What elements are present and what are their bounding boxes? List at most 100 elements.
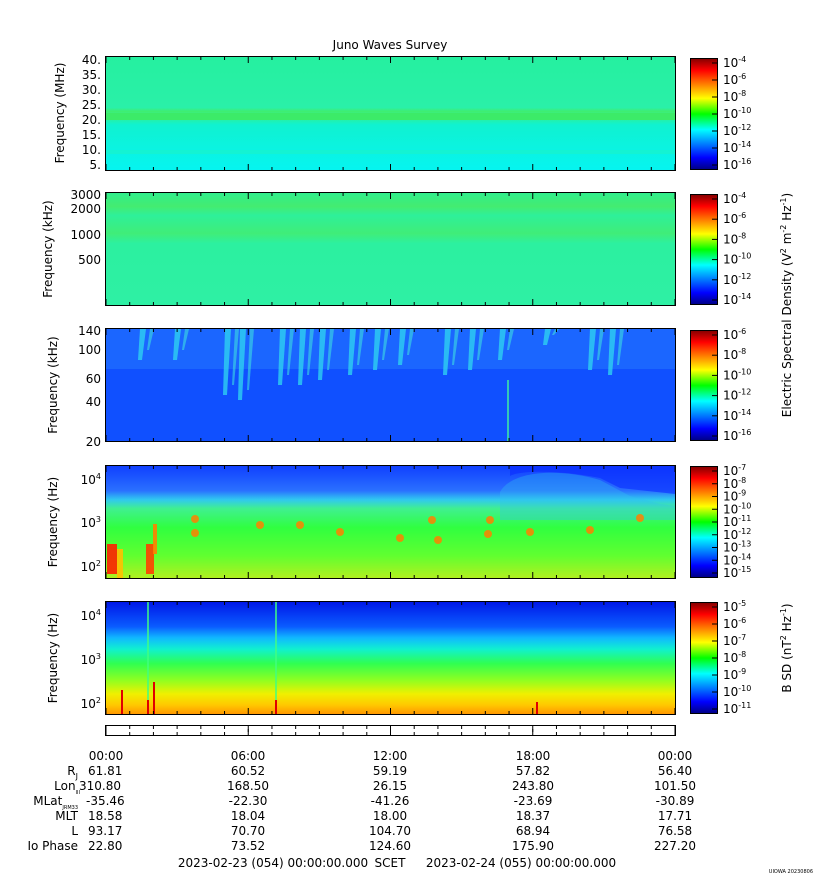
burst-mark xyxy=(147,329,154,350)
panel-4-spectrogram xyxy=(106,466,675,578)
burst-mark xyxy=(608,329,616,375)
colorbar-label: 10-10 xyxy=(723,501,751,516)
panel-5-tick-1: 103 xyxy=(81,652,101,667)
panel-3-ylabel: Frequency (kHz) xyxy=(46,336,60,433)
ephemeris-value: 68.94 xyxy=(516,824,550,838)
burst-mark xyxy=(238,329,246,400)
burst-mark xyxy=(382,329,389,360)
panel-1-tick-0: 40. xyxy=(82,53,101,67)
burst-mark xyxy=(498,329,506,360)
time-label-4: 00:00 xyxy=(658,749,693,763)
panel-2: 3000 2000 1000 500 Frequency (kHz) xyxy=(41,188,676,306)
ephemeris-value: 60.52 xyxy=(231,764,265,778)
panel-4-frame xyxy=(105,465,676,579)
burst-mark xyxy=(407,329,414,355)
colorbar-label: 10-14 xyxy=(723,552,751,567)
ephemeris-value: 22.80 xyxy=(88,839,122,853)
colorbar-label: 10-11 xyxy=(723,701,751,716)
panel-4-ticks: 104 103 102 xyxy=(81,472,101,574)
colorbar-label: 10-7 xyxy=(723,463,746,478)
row-label-io: Io Phase xyxy=(27,839,78,853)
burst-mark xyxy=(287,329,294,375)
ephemeris-value: 76.58 xyxy=(658,824,692,838)
colorbar-label: 10-6 xyxy=(723,211,746,226)
burst-mark xyxy=(348,329,356,375)
colorbar-label: 10-10 xyxy=(723,106,751,121)
spot-mark xyxy=(153,524,157,554)
spot-mark xyxy=(191,515,199,523)
row-label-mlat: MLatJRM33 xyxy=(33,794,78,811)
panel-3-tick-0: 140 xyxy=(78,324,101,338)
panel-1-band-20mhz xyxy=(106,113,675,120)
burst-mark xyxy=(373,329,381,370)
colorbar-label: 10-16 xyxy=(723,428,751,443)
burst-mark xyxy=(298,329,306,385)
panel-1-tick-7: 5. xyxy=(90,158,101,172)
ephemeris-value: 175.90 xyxy=(512,839,554,853)
spot-mark xyxy=(428,516,436,524)
row-label-mlt: MLT xyxy=(55,809,78,823)
ephemeris-value: 104.70 xyxy=(369,824,411,838)
colorbar-label: 10-14 xyxy=(723,140,751,155)
ephemeris-value: 310.80 xyxy=(79,779,121,793)
spot-mark xyxy=(117,549,123,579)
ephemeris-value: -30.89 xyxy=(656,794,695,808)
ephemeris-value: -22.30 xyxy=(229,794,268,808)
colorbar-label: 10-15 xyxy=(723,565,751,580)
ephemeris-value: 73.52 xyxy=(231,839,265,853)
ephemeris-value: 17.71 xyxy=(658,809,692,823)
colorbar-label: 10-8 xyxy=(723,476,746,491)
burst-mark xyxy=(232,329,239,385)
colorbar-label: 10-14 xyxy=(723,408,751,423)
panel-2-tick-1: 2000 xyxy=(70,202,101,216)
ephemeris-value: 18.37 xyxy=(516,809,550,823)
panel-5-x-ticks xyxy=(105,602,676,714)
colorbar-5: 10-5 10-6 10-7 10-8 10-9 10-10 10-11 xyxy=(690,599,751,716)
time-axis-strip xyxy=(105,725,676,736)
panel-1-tick-5: 15. xyxy=(82,128,101,142)
burst-mark xyxy=(543,329,551,345)
panel-4-hump xyxy=(510,466,675,494)
colorbar-label: 10-10 xyxy=(723,684,751,699)
ephemeris-value: -35.46 xyxy=(86,794,125,808)
spot-mark xyxy=(146,544,154,574)
panel-1-tick-3: 25. xyxy=(82,98,101,112)
ephemeris-value: 18.04 xyxy=(231,809,265,823)
colorbar-label: 10-12 xyxy=(723,388,751,403)
panel-3-frame xyxy=(105,328,676,442)
burst-mark xyxy=(552,329,559,335)
electric-density-label: Electric Spectral Density (V2 m-2 Hz-1) xyxy=(779,193,794,417)
panel-5-frame xyxy=(105,601,676,715)
colorbar-4: 10-710-810-910-1010-1110-1210-1310-1410-… xyxy=(690,463,751,580)
ephemeris-value: 57.82 xyxy=(516,764,550,778)
panel-2-frame xyxy=(105,192,676,306)
spot-mark xyxy=(396,534,404,542)
panel-1-tick-1: 35. xyxy=(82,68,101,82)
burst-mark xyxy=(247,329,254,390)
row-label-lon: LonIII xyxy=(54,779,80,796)
colorbar-1: 10-4 10-6 10-8 10-10 10-12 10-14 10-16 xyxy=(690,55,751,172)
spot-mark xyxy=(107,544,117,574)
time-label-1: 06:00 xyxy=(231,749,266,763)
burst-mark xyxy=(327,329,334,370)
colorbar-label: 10-4 xyxy=(723,191,746,206)
colorbar-frame xyxy=(690,330,718,441)
spot-mark xyxy=(296,521,304,529)
colorbar-label: 10-12 xyxy=(723,272,751,287)
time-label-0: 00:00 xyxy=(89,749,124,763)
panel-3-tick-2: 60 xyxy=(86,372,101,386)
burst-mark xyxy=(223,329,231,395)
panel-5-tick-2: 102 xyxy=(81,696,101,711)
spot-mark xyxy=(191,529,199,537)
colorbar-gradient xyxy=(690,330,718,441)
ephemeris-value: 227.20 xyxy=(654,839,696,853)
panel-3-tick-1: 100 xyxy=(78,343,101,357)
watermark: UIOWA 20230806 xyxy=(769,869,813,875)
colorbar-label: 10-10 xyxy=(723,252,751,267)
panel-4: 104 103 102 Frequency (Hz) xyxy=(46,465,676,579)
colorbar-label: 10-5 xyxy=(723,599,746,614)
panel-3-tick-4: 20 xyxy=(86,435,101,449)
panel-2-tick-0: 3000 xyxy=(70,188,101,202)
colorbar-label: 10-12 xyxy=(723,527,751,542)
row-label-l: L xyxy=(71,824,78,838)
